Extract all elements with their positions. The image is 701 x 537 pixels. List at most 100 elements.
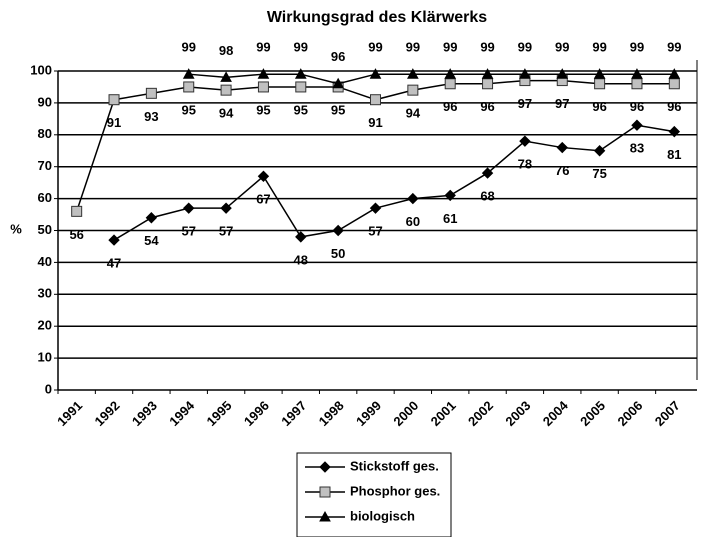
y-tick-label: 20 (38, 318, 52, 333)
data-label: 94 (219, 106, 234, 121)
data-label: 83 (630, 141, 644, 156)
y-tick-label: 30 (38, 286, 52, 301)
y-axis-label: % (10, 221, 22, 236)
data-point (257, 68, 270, 79)
data-label: 99 (294, 40, 308, 55)
data-label: 78 (518, 157, 532, 172)
data-label: 99 (182, 40, 196, 55)
data-point (668, 78, 680, 90)
data-label: 96 (667, 99, 681, 114)
data-point (369, 202, 382, 214)
data-point (294, 68, 307, 79)
data-point (71, 205, 83, 217)
data-point (145, 87, 157, 99)
data-label: 54 (144, 233, 159, 248)
data-label: 93 (144, 109, 158, 124)
legend-marker (319, 486, 331, 498)
data-point (108, 94, 120, 106)
data-point (369, 68, 382, 79)
data-point (668, 125, 681, 138)
data-point (631, 68, 643, 79)
data-label: 98 (219, 43, 233, 58)
data-label: 57 (182, 224, 196, 239)
data-point (220, 84, 232, 96)
y-tick-label: 40 (38, 254, 52, 269)
data-point (183, 81, 195, 93)
legend-marker (319, 510, 331, 522)
data-label: 97 (555, 96, 569, 111)
data-label: 99 (518, 40, 532, 55)
data-label: 96 (443, 99, 457, 114)
data-point (295, 231, 307, 243)
data-label: 47 (107, 256, 121, 271)
legend-label: biologisch (350, 508, 415, 523)
data-point (481, 167, 494, 179)
y-tick-label: 0 (45, 381, 52, 396)
data-point (519, 135, 531, 147)
y-tick-label: 10 (38, 350, 52, 365)
data-point (593, 68, 606, 79)
data-point (444, 78, 456, 90)
data-point (220, 202, 232, 214)
data-label: 96 (331, 49, 345, 64)
data-label: 57 (219, 224, 233, 239)
data-label: 99 (443, 40, 457, 55)
data-label: 96 (630, 99, 644, 114)
data-label: 95 (182, 102, 196, 117)
data-label: 96 (592, 99, 606, 114)
data-label: 96 (480, 99, 494, 114)
data-point (481, 68, 494, 79)
data-point (257, 170, 270, 182)
y-tick-label: 80 (38, 126, 52, 141)
data-label: 50 (331, 246, 345, 261)
data-label: 99 (555, 40, 569, 55)
data-point (631, 119, 643, 131)
chart-title: Wirkungsgrad des Klärwerks (267, 9, 487, 26)
data-point (108, 234, 120, 246)
y-tick-label: 70 (38, 158, 52, 173)
data-label: 95 (256, 102, 270, 117)
data-label: 99 (667, 40, 681, 55)
series-line (188, 73, 675, 85)
data-point (182, 68, 195, 79)
data-label: 95 (331, 102, 345, 117)
data-label: 75 (592, 166, 606, 181)
data-point (593, 145, 606, 157)
legend-marker (319, 461, 331, 473)
data-point (257, 81, 269, 93)
data-label: 99 (592, 40, 606, 55)
data-point (519, 68, 531, 79)
data-point (594, 78, 606, 90)
data-point (220, 71, 232, 82)
data-point (556, 68, 569, 79)
data-label: 99 (480, 40, 494, 55)
data-label: 94 (406, 106, 421, 121)
data-point (332, 224, 344, 237)
data-point (444, 68, 457, 79)
data-label: 60 (406, 214, 420, 229)
data-point (183, 202, 195, 214)
y-tick-label: 100 (30, 62, 52, 77)
data-point (482, 78, 494, 90)
data-label: 67 (256, 192, 270, 207)
data-label: 99 (406, 40, 420, 55)
data-label: 56 (69, 227, 83, 242)
data-label: 91 (368, 115, 382, 130)
data-label: 57 (368, 224, 382, 239)
data-label: 95 (294, 102, 308, 117)
data-point (668, 68, 681, 79)
data-point (332, 77, 344, 89)
data-point (407, 84, 419, 96)
data-label: 91 (107, 115, 121, 130)
y-tick-label: 60 (38, 190, 52, 205)
data-label: 68 (480, 189, 494, 204)
data-point (370, 94, 381, 106)
data-point (295, 81, 307, 93)
data-point (145, 212, 158, 224)
data-label: 99 (630, 40, 644, 55)
data-label: 99 (256, 40, 270, 55)
data-label: 61 (443, 211, 457, 226)
legend-label: Phosphor ges. (350, 483, 440, 498)
